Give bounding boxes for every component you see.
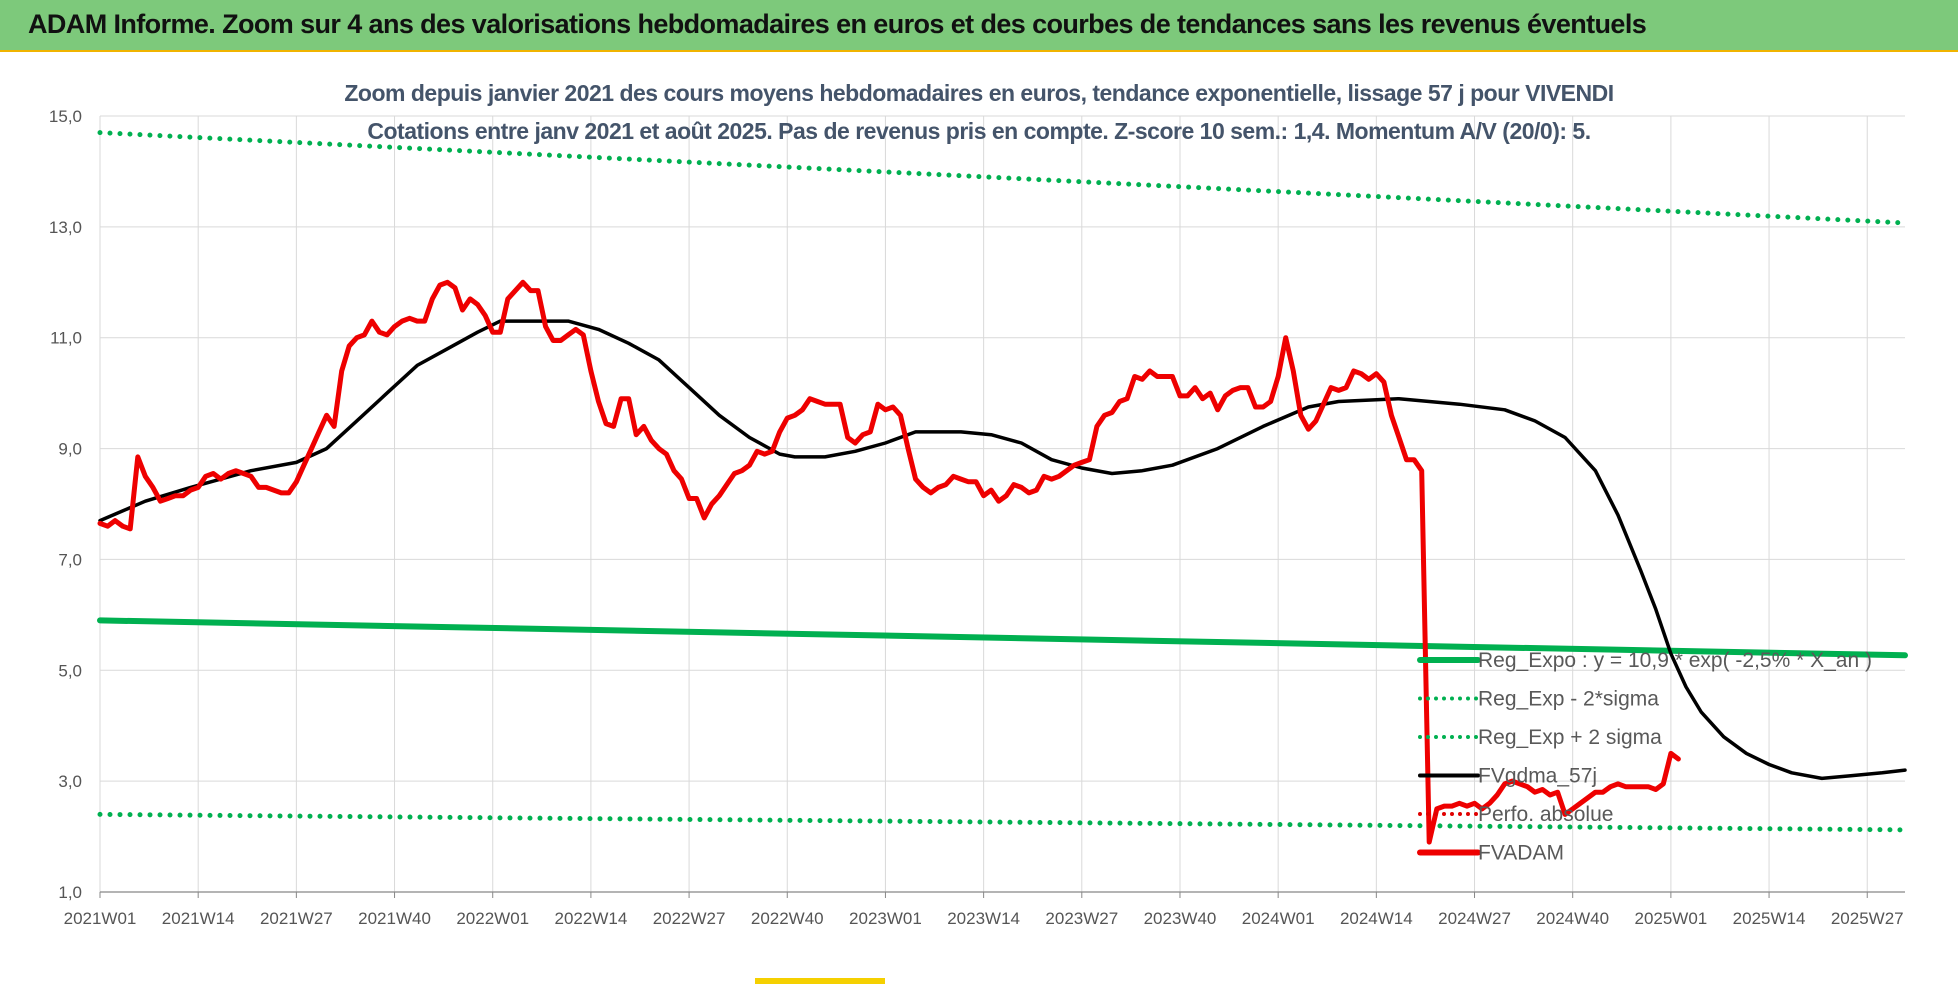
x-tick-label: 2023W01 (849, 909, 922, 928)
series-line-3 (98, 319, 1907, 781)
x-tick-label: 2022W14 (555, 909, 628, 928)
series-layer (97, 130, 1908, 845)
y-tick-label: 1,0 (58, 883, 82, 902)
axis-layer: 1,0 3,0 5,0 7,0 9,0 11,0 13,0 15,0 2021W01 2021W1… (49, 107, 1905, 928)
y-tick-label: 3,0 (58, 772, 82, 791)
legend: Reg_Expo : y = 10,9 * exp( -2,5% * X_an … (1417, 649, 1872, 865)
x-tick-label: 2021W01 (64, 909, 137, 928)
x-tick-label: 2025W27 (1831, 909, 1904, 928)
y-tick-label: 11,0 (50, 329, 82, 348)
series-line-0 (97, 617, 1908, 659)
y-tick-label: 5,0 (58, 661, 82, 680)
grid-layer (99, 115, 1905, 893)
x-tick-label: 2024W01 (1242, 909, 1315, 928)
y-tick-label: 9,0 (58, 440, 82, 459)
bottom-accent (755, 978, 885, 984)
legend-label-2: Reg_Exp + 2 sigma (1478, 726, 1662, 749)
legend-label-4: Perfo. absolue (1478, 803, 1613, 826)
chart-title: Zoom depuis janvier 2021 des cours moyen… (344, 80, 1614, 106)
x-tick-label: 2021W27 (260, 909, 333, 928)
x-tick-label: 2024W27 (1438, 909, 1511, 928)
x-tick-label: 2024W14 (1340, 909, 1413, 928)
y-tick-label: 13,0 (49, 218, 82, 237)
x-tick-label: 2023W14 (947, 909, 1020, 928)
x-tick-label: 2022W27 (653, 909, 726, 928)
legend-label-1: Reg_Exp - 2*sigma (1478, 688, 1659, 711)
chart-subtitle: Cotations entre janv 2021 et août 2025. … (367, 118, 1591, 144)
x-tick-label: 2021W40 (358, 909, 431, 928)
page-title: ADAM Informe. Zoom sur 4 ans des valoris… (28, 9, 1647, 39)
series-line-1 (97, 811, 1908, 833)
x-tick-label: 2024W40 (1536, 909, 1609, 928)
y-tick-label: 15,0 (49, 107, 82, 126)
header-banner: ADAM Informe. Zoom sur 4 ans des valoris… (0, 0, 1958, 52)
series-line-5 (97, 279, 1681, 845)
x-tick-label: 2025W01 (1634, 909, 1707, 928)
x-tick-label: 2025W14 (1733, 909, 1806, 928)
legend-label-5: FVADAM (1478, 842, 1564, 865)
y-tick-label: 7,0 (58, 550, 82, 569)
x-tick-label: 2023W40 (1144, 909, 1217, 928)
x-tick-label: 2021W14 (162, 909, 235, 928)
x-tick-label: 2022W40 (751, 909, 824, 928)
x-tick-label: 2023W27 (1045, 909, 1118, 928)
legend-label-0: Reg_Expo : y = 10,9 * exp( -2,5% * X_an … (1478, 649, 1872, 672)
series-line-2 (97, 130, 1908, 226)
x-tick-label: 2022W01 (456, 909, 529, 928)
legend-label-3: FVgdma_57j (1478, 765, 1597, 788)
